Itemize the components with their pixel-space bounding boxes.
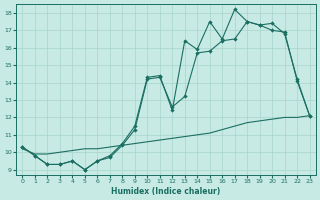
X-axis label: Humidex (Indice chaleur): Humidex (Indice chaleur) — [111, 187, 221, 196]
